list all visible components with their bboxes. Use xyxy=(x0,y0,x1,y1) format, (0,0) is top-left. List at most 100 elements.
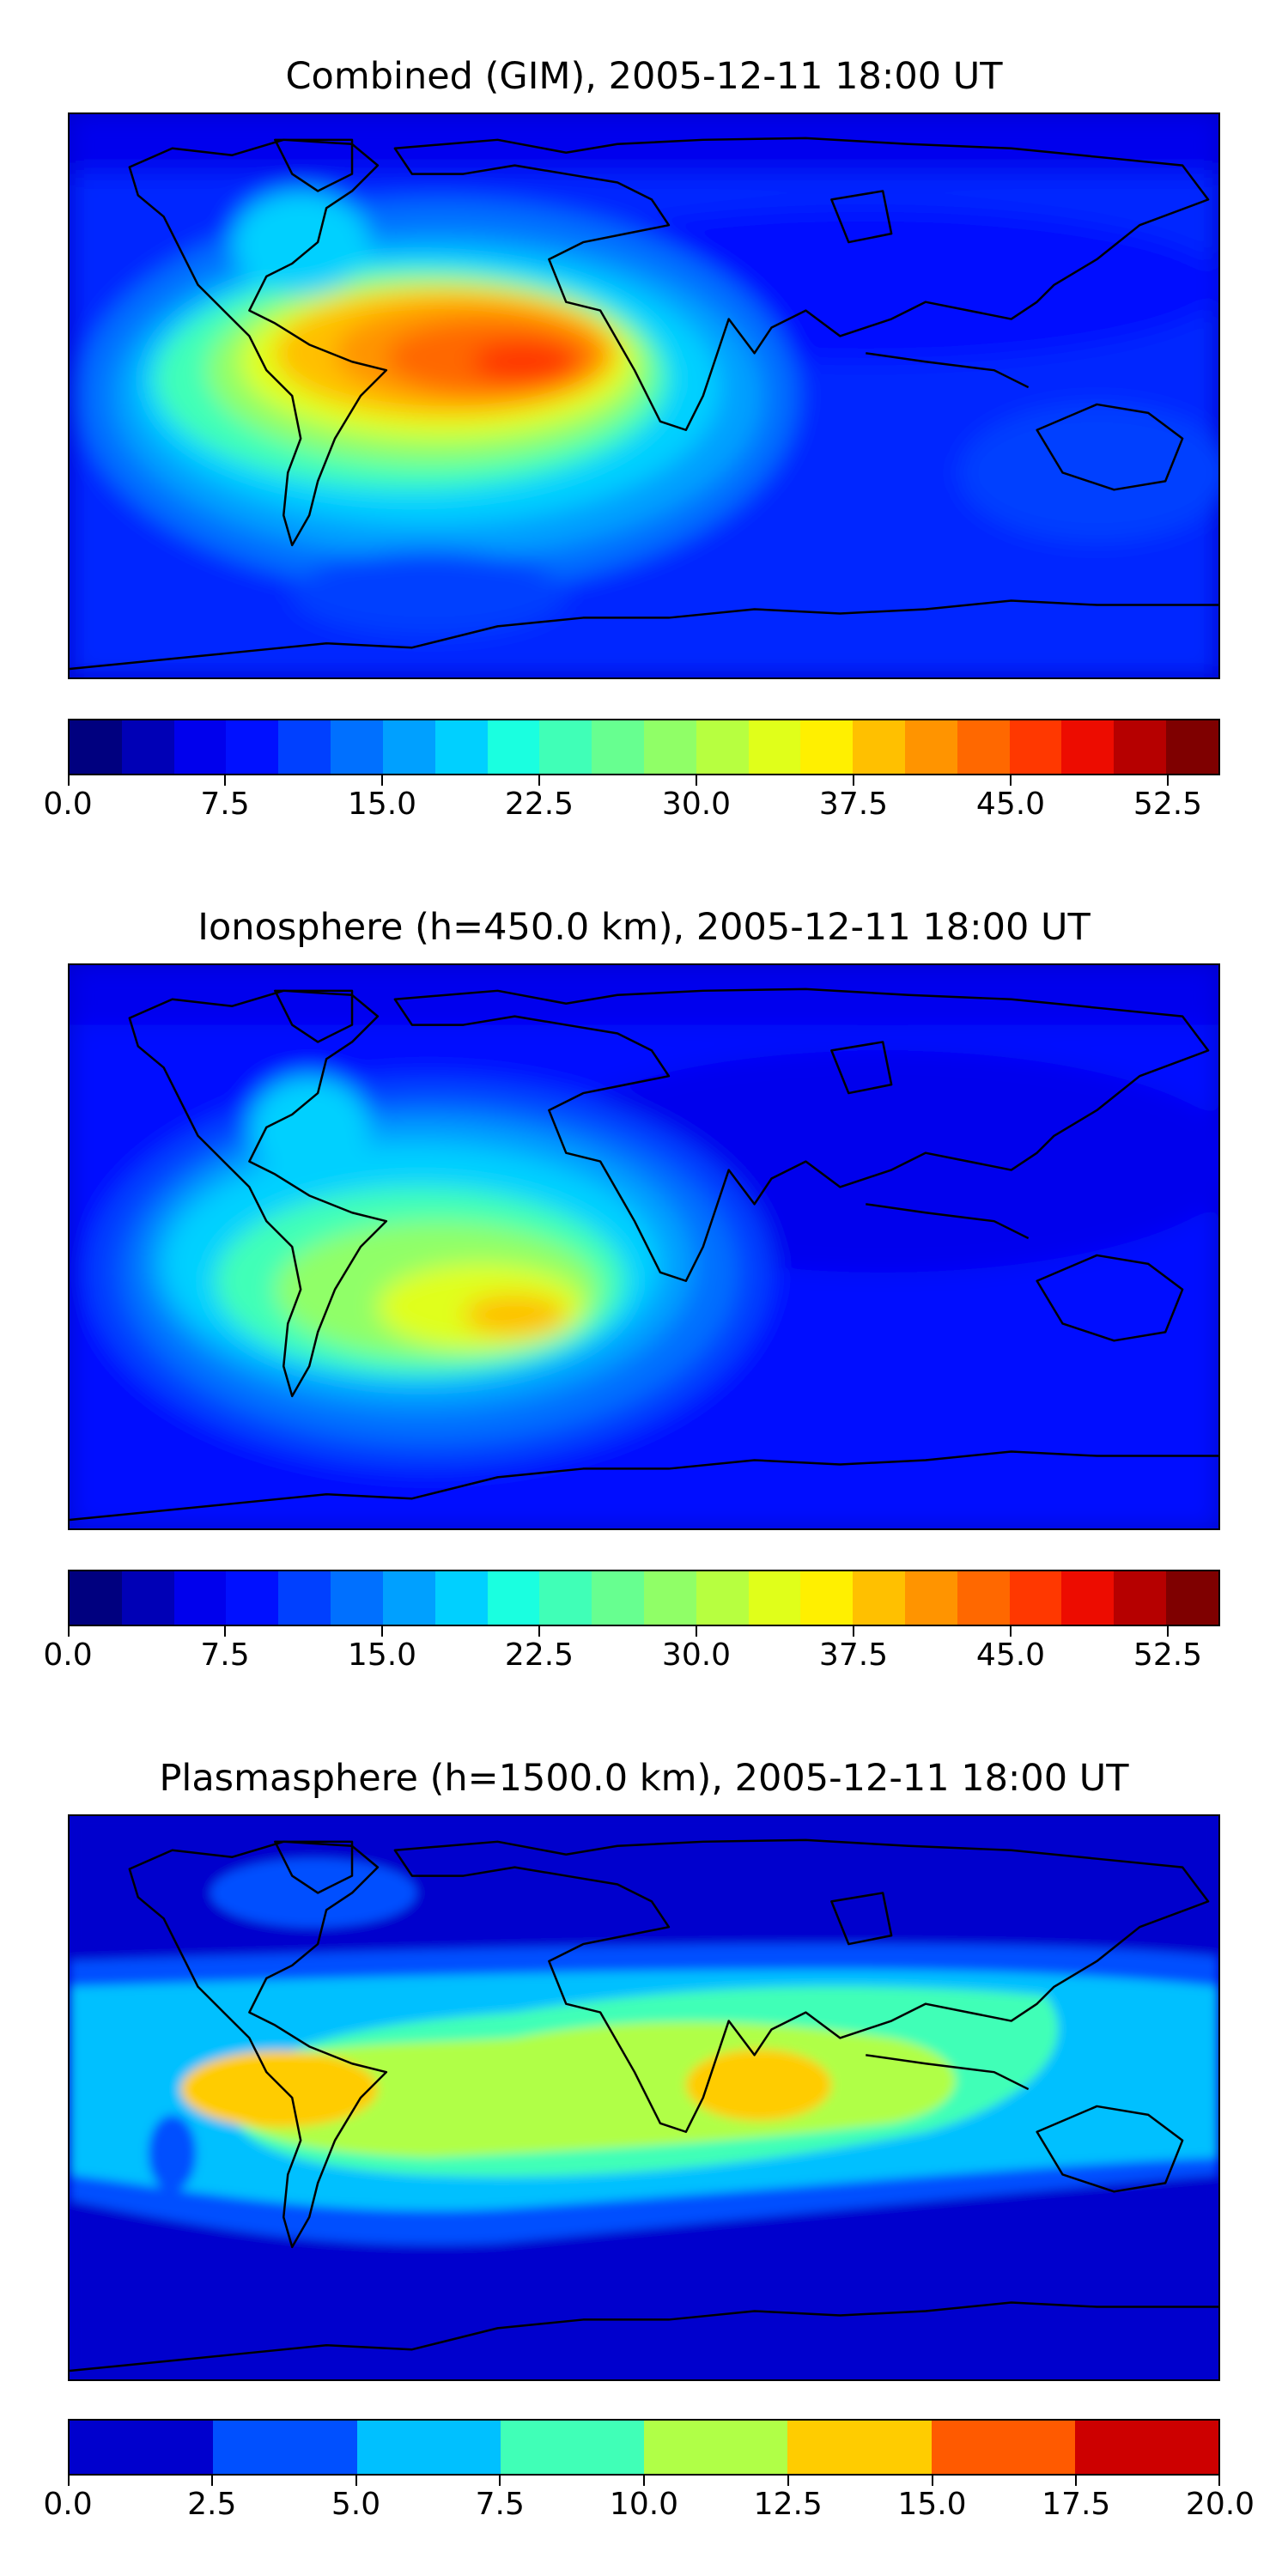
colorbar-swatch xyxy=(957,720,1010,774)
colorbar-swatch xyxy=(278,1571,331,1625)
colorbar-swatch xyxy=(331,1571,383,1625)
colorbar-tick-label: 45.0 xyxy=(975,1637,1046,1673)
colorbar-tick xyxy=(1167,1626,1169,1637)
colorbar-swatch xyxy=(1114,1571,1167,1625)
colorbar-tick xyxy=(1010,1626,1012,1637)
colorbar-swatch xyxy=(1061,720,1115,774)
colorbar-swatch xyxy=(905,1571,957,1625)
colorbar-swatch xyxy=(70,1571,122,1625)
colorbar-tick xyxy=(853,1626,854,1637)
map-plasmasphere xyxy=(68,1814,1220,2381)
colorbar-swatch xyxy=(434,1571,488,1625)
title-plasmasphere: Plasmasphere (h=1500.0 km), 2005-12-11 1… xyxy=(159,1757,1129,1800)
colorbar-tick xyxy=(499,2476,501,2486)
colorbar-swatch xyxy=(121,720,174,774)
colorbar-tick-label: 45.0 xyxy=(975,787,1046,822)
colorbar-swatch xyxy=(226,720,279,774)
colorbar-tick xyxy=(1167,775,1169,786)
colorbar-swatch xyxy=(1166,1571,1218,1625)
colorbar-tick-label: 37.5 xyxy=(818,787,889,822)
colorbar-plasmasphere-ticks: 0.0 2.5 5.0 7.5 10.0 12.5 15.0 17.5 20.0 xyxy=(43,2476,1255,2522)
colorbar-swatch xyxy=(70,2421,214,2474)
colorbar-swatch xyxy=(957,1571,1010,1625)
colorbar-swatch xyxy=(931,2421,1075,2474)
colorbar-tick xyxy=(696,775,697,786)
colorbar-swatch xyxy=(226,1571,279,1625)
colorbar-swatch xyxy=(853,720,905,774)
colorbar-plasmasphere xyxy=(68,2419,1220,2476)
colorbar-tick xyxy=(210,2476,213,2486)
colorbar-tick-label: 7.5 xyxy=(475,2487,525,2522)
colorbar-swatch xyxy=(592,720,644,774)
colorbar-tick-label: 20.0 xyxy=(1185,2487,1255,2522)
colorbar-tick xyxy=(931,2476,933,2486)
colorbar-tick xyxy=(381,775,383,786)
map-combined xyxy=(68,112,1220,679)
colorbar-tick xyxy=(1218,2476,1220,2486)
colorbar-swatch xyxy=(643,1571,696,1625)
colorbar-tick xyxy=(68,775,70,786)
colorbar-tick-label: 30.0 xyxy=(661,1637,732,1673)
colorbar-tick-label: 2.5 xyxy=(187,2487,237,2522)
colorbar-swatch xyxy=(1074,2421,1218,2474)
colorbar-swatch xyxy=(696,1571,749,1625)
colorbar-swatch xyxy=(487,720,540,774)
colorbar-combined xyxy=(68,719,1220,775)
colorbar-swatch xyxy=(1114,720,1167,774)
colorbar-tick-label: 52.5 xyxy=(1133,787,1203,822)
colorbar-swatch xyxy=(500,2421,644,2474)
colorbar-swatch xyxy=(1009,720,1062,774)
colorbar-swatch xyxy=(1061,1571,1115,1625)
colorbar-tick xyxy=(538,1626,540,1637)
colorbar-tick-label: 0.0 xyxy=(43,787,93,822)
map-ionosphere xyxy=(68,963,1220,1530)
colorbar-tick xyxy=(853,775,854,786)
colorbar-swatch xyxy=(1166,720,1218,774)
colorbar-tick xyxy=(68,2476,70,2486)
colorbar-swatch xyxy=(644,2421,788,2474)
colorbar-swatch xyxy=(70,720,122,774)
colorbar-tick-label: 15.0 xyxy=(347,1637,417,1673)
colorbar-swatch xyxy=(356,2421,501,2474)
colorbar-swatch xyxy=(382,1571,435,1625)
colorbar-tick-label: 17.5 xyxy=(1042,2487,1111,2522)
colorbar-swatch xyxy=(173,1571,227,1625)
colorbar-swatch xyxy=(592,1571,644,1625)
colorbar-swatch xyxy=(853,1571,905,1625)
colorbar-swatch xyxy=(905,720,957,774)
colorbar-swatch xyxy=(382,720,435,774)
colorbar-swatch xyxy=(434,720,488,774)
colorbar-swatch xyxy=(696,720,749,774)
colorbar-swatch xyxy=(643,720,696,774)
colorbar-swatch xyxy=(539,720,592,774)
colorbar-tick xyxy=(696,1626,697,1637)
colorbar-swatch xyxy=(487,1571,540,1625)
colorbar-swatch xyxy=(121,1571,174,1625)
colorbar-tick xyxy=(538,775,540,786)
colorbar-tick xyxy=(355,2476,357,2486)
colorbar-combined-ticks: 0.0 7.5 15.0 22.5 30.0 37.5 45.0 52.5 xyxy=(43,775,1220,822)
title-ionosphere: Ionosphere (h=450.0 km), 2005-12-11 18:0… xyxy=(197,906,1091,949)
colorbar-tick xyxy=(224,775,226,786)
colorbar-tick-label: 22.5 xyxy=(504,787,574,822)
colorbar-tick xyxy=(68,1626,70,1637)
colorbar-tick xyxy=(643,2476,645,2486)
colorbar-swatch xyxy=(539,1571,592,1625)
colorbar-tick xyxy=(224,1626,226,1637)
colorbar-tick-label: 15.0 xyxy=(897,2487,967,2522)
colorbar-swatch xyxy=(1009,1571,1062,1625)
colorbar-swatch xyxy=(278,720,331,774)
title-combined: Combined (GIM), 2005-12-11 18:00 UT xyxy=(285,55,1003,98)
colorbar-tick-label: 52.5 xyxy=(1133,1637,1203,1673)
colorbar-tick-label: 7.5 xyxy=(200,1637,250,1673)
colorbar-tick xyxy=(1075,2476,1078,2486)
colorbar-swatch xyxy=(331,720,383,774)
colorbar-ionosphere xyxy=(68,1570,1220,1626)
colorbar-tick-label: 0.0 xyxy=(43,1637,93,1673)
colorbar-tick-label: 15.0 xyxy=(347,787,417,822)
colorbar-swatch xyxy=(173,720,227,774)
colorbar-tick xyxy=(1010,775,1012,786)
colorbar-tick-label: 12.5 xyxy=(753,2487,823,2522)
colorbar-tick-label: 10.0 xyxy=(609,2487,679,2522)
colorbar-tick xyxy=(787,2476,789,2486)
